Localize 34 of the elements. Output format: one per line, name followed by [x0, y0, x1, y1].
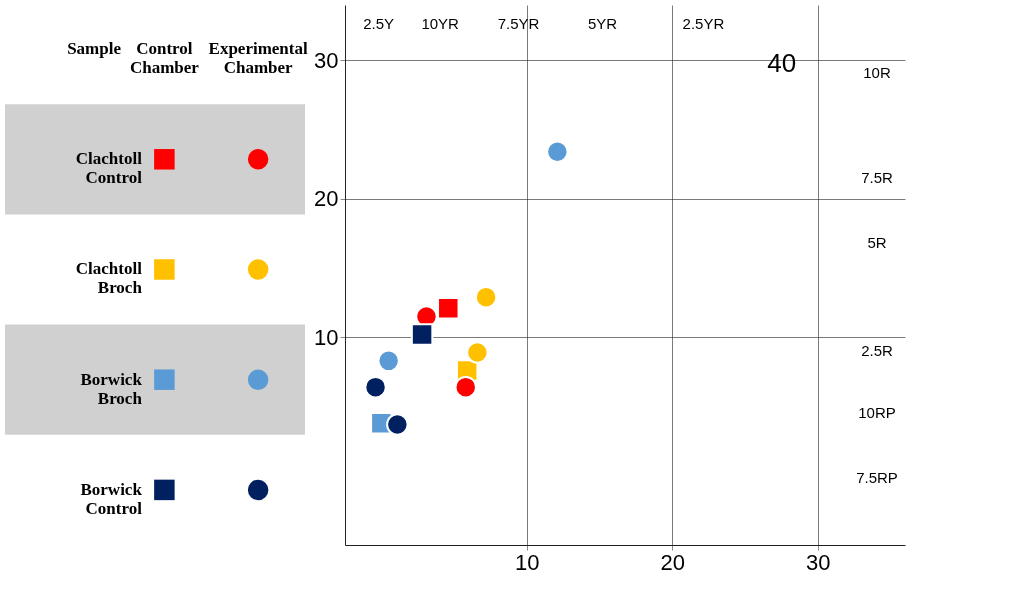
legend-label: Clachtoll Broch	[75, 259, 143, 298]
y-tick-label: 20	[314, 186, 339, 212]
annotation: 7.5RP	[856, 468, 898, 486]
x-tick-label: 10	[515, 549, 540, 575]
legend-title: Sample	[67, 39, 122, 59]
annotation: 2.5YR	[682, 14, 725, 32]
y-tick-label: 30	[314, 47, 339, 73]
point	[546, 140, 569, 163]
legend-label: Clachtoll Control	[75, 149, 143, 188]
point	[410, 323, 434, 346]
y-tick-label: 10	[314, 324, 339, 350]
annotation: 2.5Y	[363, 14, 395, 32]
text: Control Chamber	[129, 39, 200, 78]
x-tick-label: 20	[660, 549, 686, 575]
point	[474, 285, 498, 309]
annotation: 10R	[863, 63, 891, 81]
annotation: 10RP	[858, 403, 896, 421]
text: Experimental Chamber	[208, 39, 308, 78]
annotation: 7.5YR	[497, 14, 540, 32]
point	[437, 296, 460, 320]
point	[466, 341, 489, 364]
point	[377, 349, 400, 373]
annotation: 5YR	[588, 14, 618, 32]
annotation: 5R	[867, 233, 887, 251]
point	[364, 375, 387, 399]
legend-label: Borwick Control	[80, 479, 143, 518]
legend-label: Borwick Broch	[80, 369, 143, 408]
annotation: 10YR	[421, 14, 460, 32]
point	[454, 375, 477, 399]
annotation: 40	[767, 48, 797, 79]
annotation: 7.5R	[861, 168, 894, 186]
x-tick-label: 30	[805, 549, 831, 575]
annotation: 2.5R	[861, 341, 894, 359]
point	[386, 413, 409, 436]
